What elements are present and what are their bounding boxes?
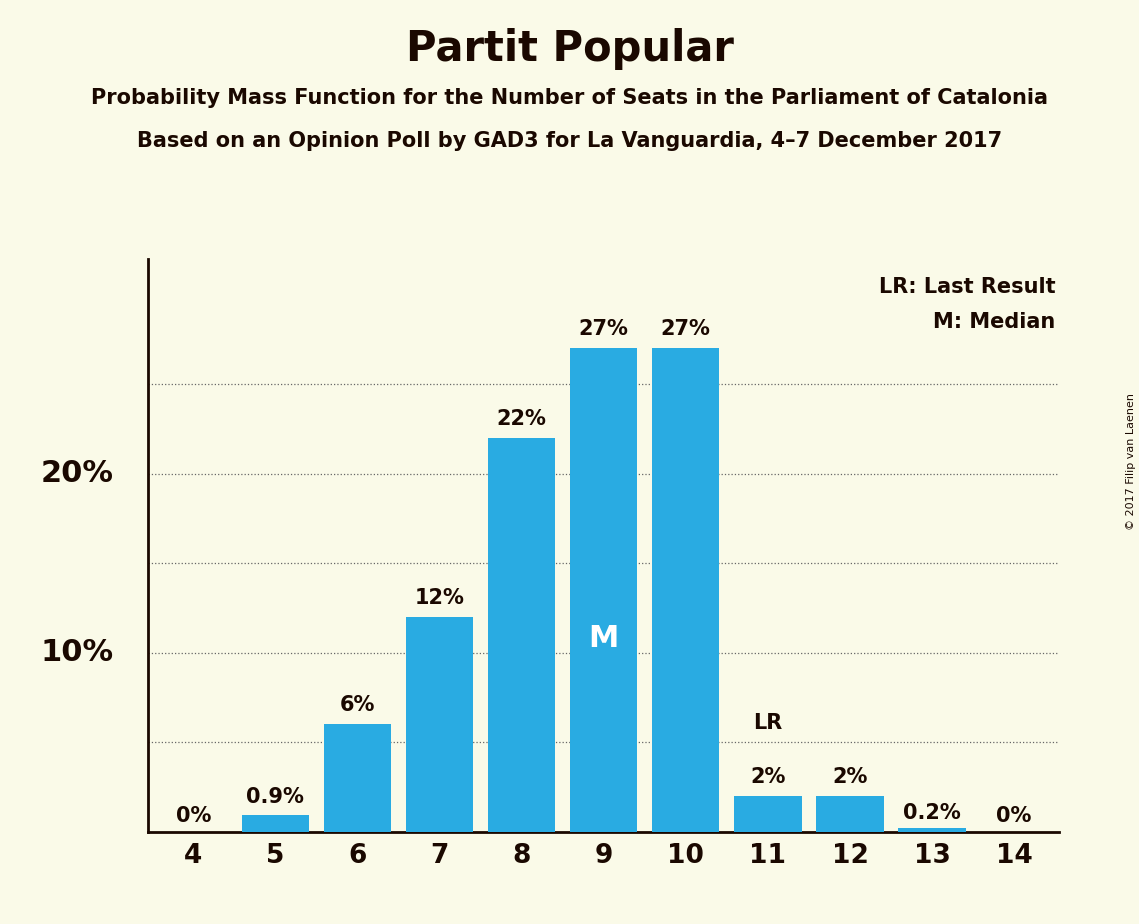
Bar: [817, 796, 884, 832]
Text: LR: Last Result: LR: Last Result: [878, 276, 1055, 297]
Bar: [899, 828, 966, 832]
Bar: [735, 796, 802, 832]
Text: Partit Popular: Partit Popular: [405, 28, 734, 69]
Text: 6%: 6%: [339, 695, 375, 715]
Text: M: Median: M: Median: [933, 312, 1055, 333]
Bar: [487, 438, 555, 832]
Bar: [570, 348, 638, 832]
Text: 2%: 2%: [751, 767, 786, 787]
Bar: [323, 724, 391, 832]
Text: 20%: 20%: [41, 459, 114, 488]
Text: 22%: 22%: [497, 408, 547, 429]
Bar: [405, 617, 473, 832]
Bar: [653, 348, 720, 832]
Text: 27%: 27%: [579, 320, 629, 339]
Text: © 2017 Filip van Laenen: © 2017 Filip van Laenen: [1126, 394, 1136, 530]
Text: 0.9%: 0.9%: [246, 786, 304, 807]
Text: M: M: [589, 624, 618, 652]
Text: Probability Mass Function for the Number of Seats in the Parliament of Catalonia: Probability Mass Function for the Number…: [91, 88, 1048, 108]
Text: 2%: 2%: [833, 767, 868, 787]
Text: 0%: 0%: [175, 807, 211, 826]
Text: 12%: 12%: [415, 588, 465, 608]
Text: Based on an Opinion Poll by GAD3 for La Vanguardia, 4–7 December 2017: Based on an Opinion Poll by GAD3 for La …: [137, 131, 1002, 152]
Text: 27%: 27%: [661, 320, 711, 339]
Text: 10%: 10%: [41, 638, 114, 667]
Text: 0%: 0%: [997, 807, 1032, 826]
Text: 0.2%: 0.2%: [903, 803, 961, 822]
Bar: [241, 816, 309, 832]
Text: LR: LR: [753, 713, 782, 733]
